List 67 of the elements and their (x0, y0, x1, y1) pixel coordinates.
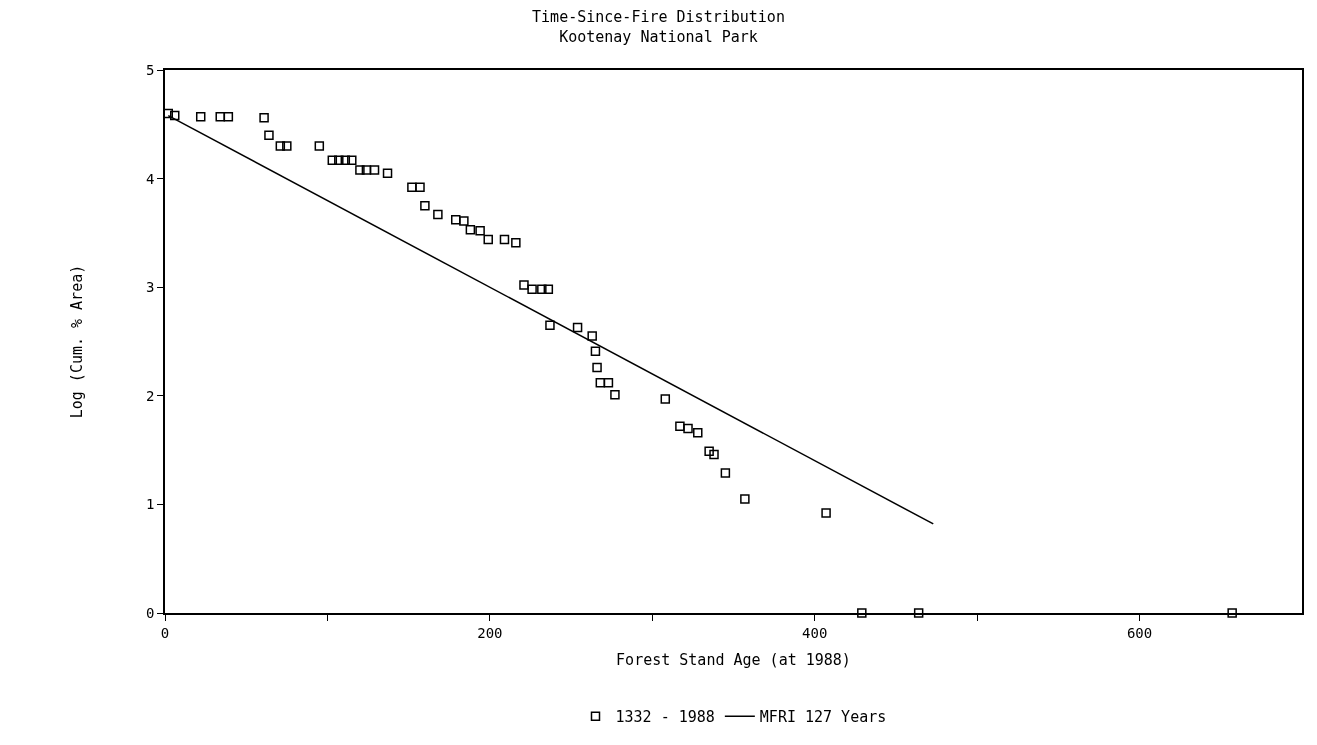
point (545, 320, 555, 330)
point (465, 224, 476, 235)
point (420, 201, 430, 211)
point (499, 234, 510, 245)
y-axis-title: Log (Cum. % Area) (67, 264, 86, 419)
y-tick-label: 2 (146, 387, 155, 404)
point (264, 130, 274, 140)
point (519, 280, 529, 290)
point (459, 216, 469, 226)
point (483, 234, 493, 245)
x-tick-label: 0 (160, 624, 170, 641)
point (314, 141, 325, 151)
point (720, 468, 731, 478)
chart-title: Time-Since-Fire Distribution (532, 8, 785, 27)
point (740, 494, 750, 504)
point (592, 362, 602, 373)
point (355, 165, 365, 175)
point (709, 449, 719, 460)
chart-subtitle: Kootenay National Park (559, 27, 758, 46)
point (275, 141, 286, 151)
y-tick-label: 0 (146, 604, 155, 621)
point (821, 508, 831, 518)
point (660, 394, 671, 404)
point (327, 155, 338, 165)
point (1227, 608, 1237, 618)
y-tick-label: 1 (146, 496, 155, 513)
x-axis-title: Forest Stand Age (at 1988) (616, 651, 851, 670)
point (475, 225, 485, 236)
x-tick-label: 600 (1126, 624, 1153, 641)
y-tick-label: 5 (146, 61, 155, 78)
point (415, 182, 425, 193)
point (693, 427, 703, 438)
point (675, 421, 685, 431)
point (595, 378, 606, 388)
point (683, 423, 693, 434)
point (451, 215, 461, 225)
point (527, 284, 537, 295)
point (433, 209, 443, 220)
legend-label: MFRI 127 Years (759, 707, 887, 726)
point (587, 331, 597, 341)
x-tick-label: 400 (802, 624, 828, 641)
point (590, 346, 601, 357)
point (913, 608, 924, 618)
point (382, 168, 393, 178)
y-tick-label: 3 (146, 279, 155, 296)
point (347, 155, 357, 165)
point (407, 182, 417, 193)
point (543, 284, 554, 295)
point (282, 141, 292, 151)
point (857, 608, 867, 618)
y-tick-label: 4 (146, 170, 155, 187)
point (603, 378, 614, 388)
point (195, 111, 206, 122)
point (572, 322, 583, 333)
point (223, 111, 234, 122)
x-tick-label: 200 (477, 624, 503, 641)
point (537, 284, 547, 295)
point (704, 446, 714, 456)
point (361, 165, 372, 175)
point (215, 111, 225, 122)
legend-label: 1332 - 1988 (615, 707, 715, 726)
point (340, 155, 351, 165)
point (259, 113, 269, 123)
point (610, 389, 620, 400)
point (369, 165, 380, 175)
point (170, 110, 180, 121)
point (511, 237, 521, 248)
